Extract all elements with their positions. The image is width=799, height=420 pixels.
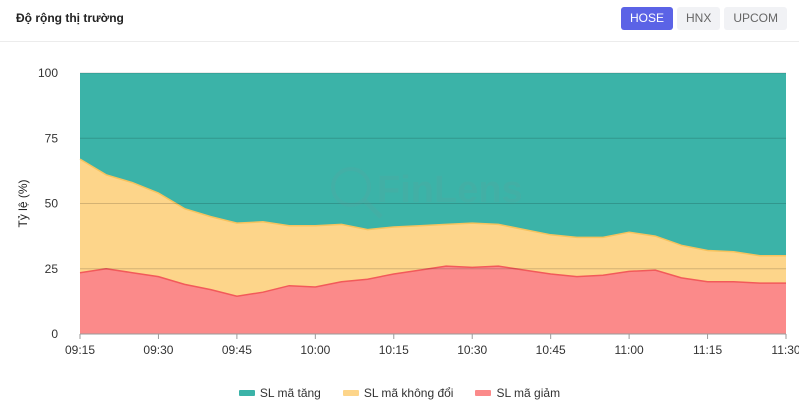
y-tick-label: 25 xyxy=(45,262,59,276)
legend-label-up: SL mã tăng xyxy=(259,386,321,400)
legend-item-down[interactable]: SL mã giảm xyxy=(475,386,560,400)
legend-swatch-up xyxy=(238,390,255,396)
legend-item-up[interactable]: SL mã tăng xyxy=(238,386,321,400)
legend-item-unchanged[interactable]: SL mã không đổi xyxy=(342,386,454,400)
x-tick-label: 10:30 xyxy=(457,343,487,357)
legend-swatch-down xyxy=(475,390,492,396)
line-unchanged xyxy=(79,158,786,257)
y-tick-label: 50 xyxy=(45,197,59,211)
x-tick-label: 11:30 xyxy=(771,343,799,357)
legend-swatch-unchanged xyxy=(342,390,359,396)
x-tick-label: 11:15 xyxy=(693,343,722,357)
watermark-logo-icon xyxy=(331,167,371,207)
y-tick-label: 75 xyxy=(45,131,59,145)
y-axis-title: Tỷ lệ (%) xyxy=(16,179,30,227)
x-tick-label: 10:15 xyxy=(379,343,409,357)
panel-header: Độ rộng thị trường HOSE HNX UPCOM xyxy=(0,0,799,42)
legend-label-down: SL mã giảm xyxy=(496,386,561,400)
x-tick-label: 11:00 xyxy=(615,343,644,357)
area-layer xyxy=(79,73,786,334)
x-tick-label: 09:45 xyxy=(222,343,252,357)
x-tick-label: 10:00 xyxy=(300,343,330,357)
exchange-switcher: HOSE HNX UPCOM xyxy=(620,7,787,30)
line-down xyxy=(79,265,786,297)
y-tick-label: 0 xyxy=(51,327,58,341)
chart-legend: SL mã tăng SL mã không đổi SL mã giảm xyxy=(0,386,799,400)
x-tick-label: 09:15 xyxy=(65,343,95,357)
area-unchanged[interactable] xyxy=(80,159,786,297)
watermark: FinLens xyxy=(331,167,523,219)
x-tick-label: 09:30 xyxy=(143,343,173,357)
market-breadth-chart[interactable]: FinLens 0 25 50 75 100 09:15 09:30 09:45 10:00 10… xyxy=(0,42,799,382)
x-tick-label: 10:45 xyxy=(536,343,566,357)
watermark-text: FinLens xyxy=(377,169,523,211)
grid-layer xyxy=(80,72,786,335)
legend-label-unchanged: SL mã không đổi xyxy=(363,386,454,400)
exchange-button-hose[interactable]: HOSE xyxy=(620,7,673,30)
watermark-handle-icon xyxy=(362,198,383,219)
panel-title: Độ rộng thị trường xyxy=(16,11,124,25)
y-tick-label: 100 xyxy=(38,66,58,80)
area-up[interactable] xyxy=(80,73,786,256)
exchange-button-upcom[interactable]: UPCOM xyxy=(724,7,787,30)
exchange-button-hnx[interactable]: HNX xyxy=(676,7,721,30)
area-down[interactable] xyxy=(80,266,786,334)
